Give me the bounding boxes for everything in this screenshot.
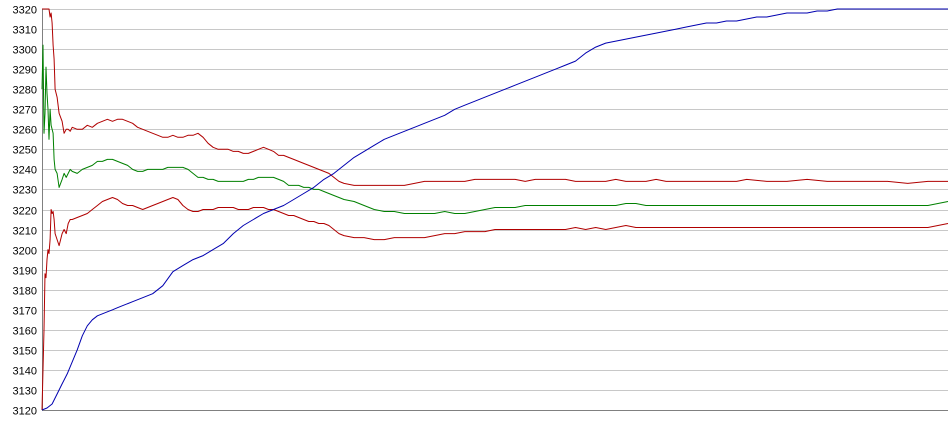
y-tick-label-3320: 3320: [13, 5, 37, 17]
y-tick-label-3210: 3210: [13, 226, 37, 238]
series-lines: [41, 8, 949, 411]
gridlines: [42, 9, 948, 411]
y-tick-label-3300: 3300: [13, 45, 37, 57]
y-tick-label-3120: 3120: [13, 406, 37, 418]
y-tick-label-3180: 3180: [13, 286, 37, 298]
series-line-upper: [42, 8, 948, 186]
y-tick-label-3310: 3310: [13, 25, 37, 37]
y-tick-label-3190: 3190: [13, 266, 37, 278]
y-tick-label-3260: 3260: [13, 125, 37, 137]
y-tick-label-3250: 3250: [13, 145, 37, 157]
y-tick-label-3280: 3280: [13, 85, 37, 97]
y-tick-label-3170: 3170: [13, 306, 37, 318]
series-line-trend: [41, 8, 948, 411]
y-tick-label-3270: 3270: [13, 105, 37, 117]
y-tick-label-3130: 3130: [13, 386, 37, 398]
y-tick-labels: 3120 3130 3140 3150 3160 3170 3180 3190 3200 3210…: [13, 5, 37, 418]
y-tick-label-3220: 3220: [13, 206, 37, 218]
y-tick-label-3140: 3140: [13, 366, 37, 378]
y-tick-label-3230: 3230: [13, 185, 37, 197]
y-tick-label-3290: 3290: [13, 65, 37, 77]
y-tick-label-3240: 3240: [13, 165, 37, 177]
y-tick-label-3150: 3150: [13, 346, 37, 358]
y-tick-label-3160: 3160: [13, 326, 37, 338]
series-line-lower: [41, 197, 949, 411]
y-tick-label-3200: 3200: [13, 246, 37, 258]
series-line-middle: [41, 44, 949, 214]
